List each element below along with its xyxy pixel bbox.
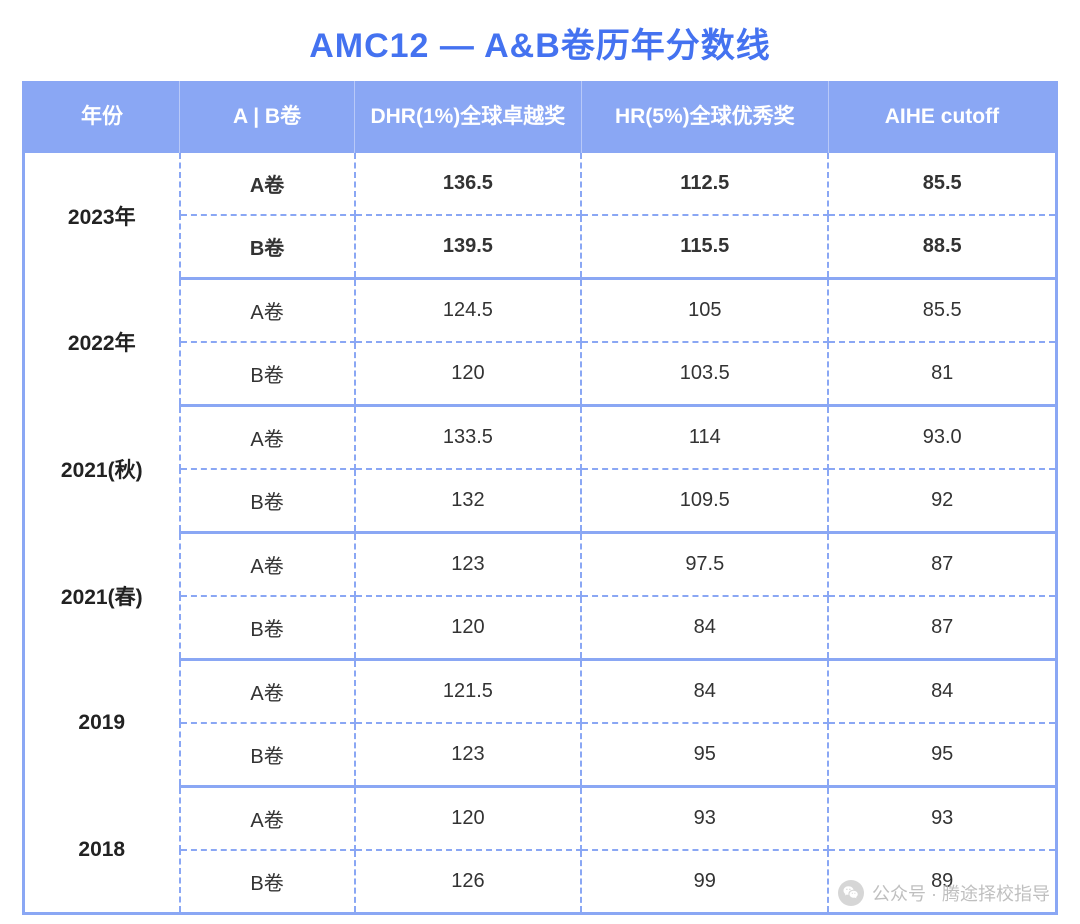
exam-cell: B卷 <box>180 342 355 406</box>
hr-cell: 95 <box>581 723 828 787</box>
hr-cell: 99 <box>581 850 828 912</box>
dhr-cell: 121.5 <box>355 660 582 724</box>
year-cell: 2021(春) <box>25 533 180 660</box>
watermark: 公众号 · 腾途择校指导 <box>838 880 1050 906</box>
col-header-1: A | B卷 <box>180 81 355 153</box>
exam-cell: A卷 <box>180 787 355 851</box>
table-row: B卷1208487 <box>25 596 1055 660</box>
table-row: B卷139.5115.588.5 <box>25 215 1055 279</box>
year-cell: 2021(秋) <box>25 406 180 533</box>
hr-cell: 103.5 <box>581 342 828 406</box>
aihe-cell: 87 <box>828 596 1055 660</box>
dhr-cell: 136.5 <box>355 153 582 215</box>
table-row: 2021(春)A卷12397.587 <box>25 533 1055 597</box>
exam-cell: A卷 <box>180 406 355 470</box>
aihe-cell: 81 <box>828 342 1055 406</box>
aihe-cell: 85.5 <box>828 153 1055 215</box>
table-header-row: 年份A | B卷DHR(1%)全球卓越奖HR(5%)全球优秀奖AIHE cuto… <box>25 81 1055 153</box>
dhr-cell: 120 <box>355 596 582 660</box>
hr-cell: 114 <box>581 406 828 470</box>
exam-cell: B卷 <box>180 850 355 912</box>
score-table: 年份A | B卷DHR(1%)全球卓越奖HR(5%)全球优秀奖AIHE cuto… <box>25 81 1055 912</box>
dhr-cell: 123 <box>355 533 582 597</box>
dhr-cell: 139.5 <box>355 215 582 279</box>
year-cell: 2023年 <box>25 153 180 279</box>
hr-cell: 105 <box>581 279 828 343</box>
exam-cell: A卷 <box>180 153 355 215</box>
aihe-cell: 93.0 <box>828 406 1055 470</box>
dhr-cell: 120 <box>355 787 582 851</box>
page-title: AMC12 — A&B卷历年分数线 <box>0 0 1080 81</box>
aihe-cell: 88.5 <box>828 215 1055 279</box>
wechat-icon <box>838 880 864 906</box>
dhr-cell: 133.5 <box>355 406 582 470</box>
exam-cell: A卷 <box>180 660 355 724</box>
hr-cell: 97.5 <box>581 533 828 597</box>
exam-cell: B卷 <box>180 596 355 660</box>
year-cell: 2018 <box>25 787 180 913</box>
hr-cell: 84 <box>581 596 828 660</box>
table-row: 2022年A卷124.510585.5 <box>25 279 1055 343</box>
exam-cell: B卷 <box>180 215 355 279</box>
hr-cell: 115.5 <box>581 215 828 279</box>
table-row: 2023年A卷136.5112.585.5 <box>25 153 1055 215</box>
exam-cell: B卷 <box>180 469 355 533</box>
year-cell: 2022年 <box>25 279 180 406</box>
watermark-text: 公众号 · 腾途择校指导 <box>872 880 1050 906</box>
aihe-cell: 85.5 <box>828 279 1055 343</box>
table-row: 2018A卷1209393 <box>25 787 1055 851</box>
col-header-3: HR(5%)全球优秀奖 <box>581 81 828 153</box>
exam-cell: A卷 <box>180 279 355 343</box>
aihe-cell: 87 <box>828 533 1055 597</box>
table-row: 2021(秋)A卷133.511493.0 <box>25 406 1055 470</box>
dhr-cell: 124.5 <box>355 279 582 343</box>
dhr-cell: 126 <box>355 850 582 912</box>
dhr-cell: 132 <box>355 469 582 533</box>
dhr-cell: 120 <box>355 342 582 406</box>
col-header-0: 年份 <box>25 81 180 153</box>
score-table-container: 年份A | B卷DHR(1%)全球卓越奖HR(5%)全球优秀奖AIHE cuto… <box>22 81 1058 915</box>
hr-cell: 84 <box>581 660 828 724</box>
hr-cell: 109.5 <box>581 469 828 533</box>
aihe-cell: 84 <box>828 660 1055 724</box>
col-header-4: AIHE cutoff <box>828 81 1055 153</box>
table-row: B卷132109.592 <box>25 469 1055 533</box>
aihe-cell: 95 <box>828 723 1055 787</box>
aihe-cell: 93 <box>828 787 1055 851</box>
table-row: 2019A卷121.58484 <box>25 660 1055 724</box>
exam-cell: A卷 <box>180 533 355 597</box>
year-cell: 2019 <box>25 660 180 787</box>
exam-cell: B卷 <box>180 723 355 787</box>
table-row: B卷120103.581 <box>25 342 1055 406</box>
dhr-cell: 123 <box>355 723 582 787</box>
table-body: 2023年A卷136.5112.585.5B卷139.5115.588.5202… <box>25 153 1055 912</box>
aihe-cell: 92 <box>828 469 1055 533</box>
hr-cell: 112.5 <box>581 153 828 215</box>
col-header-2: DHR(1%)全球卓越奖 <box>355 81 582 153</box>
hr-cell: 93 <box>581 787 828 851</box>
table-row: B卷1239595 <box>25 723 1055 787</box>
